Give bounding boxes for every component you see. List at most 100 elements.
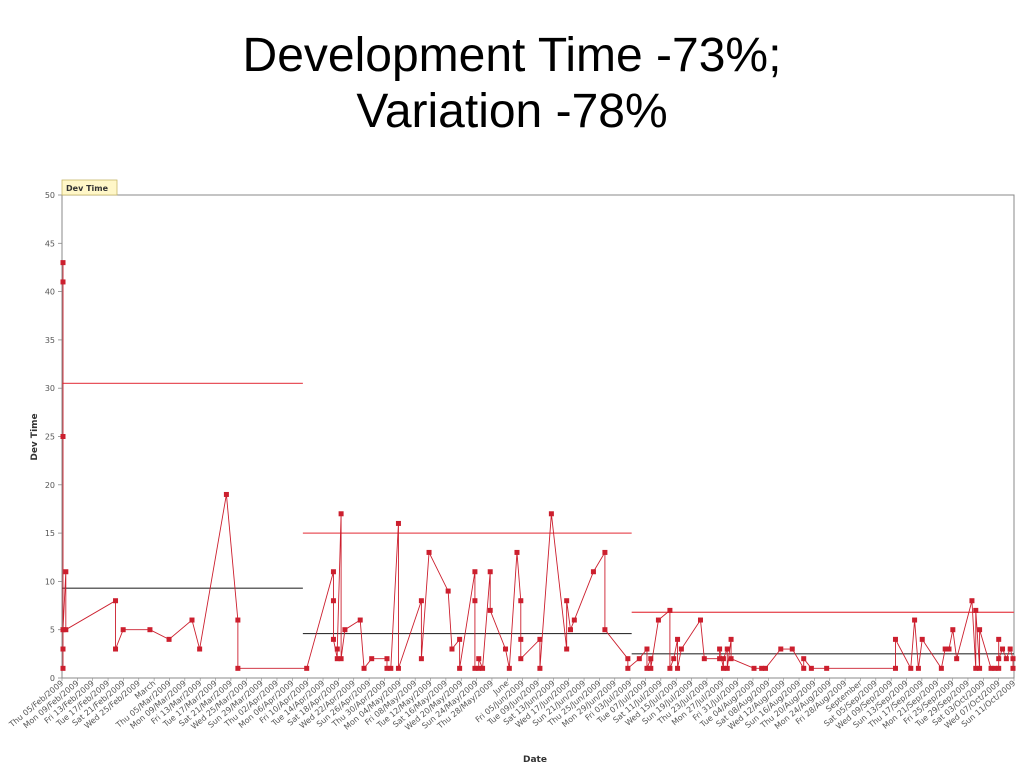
data-point xyxy=(334,646,340,652)
data-point xyxy=(1007,646,1013,652)
data-point xyxy=(801,665,807,671)
y-tick-label: 5 xyxy=(50,626,55,635)
data-point xyxy=(602,549,608,555)
data-point xyxy=(334,656,340,662)
data-point xyxy=(338,511,344,517)
data-point xyxy=(824,665,830,671)
data-point xyxy=(808,665,814,671)
data-point xyxy=(667,607,673,613)
series-dev-time xyxy=(60,260,1016,671)
data-point xyxy=(625,665,631,671)
data-point xyxy=(418,656,424,662)
data-point xyxy=(60,627,66,633)
data-point xyxy=(503,646,509,652)
data-point xyxy=(992,665,998,671)
data-point xyxy=(655,617,661,623)
data-point xyxy=(759,665,765,671)
data-point xyxy=(919,636,925,642)
control-limit-lines xyxy=(62,382,1014,655)
data-point xyxy=(908,665,914,671)
data-point xyxy=(1003,656,1009,662)
data-point xyxy=(60,279,66,285)
data-point xyxy=(60,665,66,671)
data-point xyxy=(506,665,512,671)
data-point xyxy=(636,656,642,662)
data-point xyxy=(113,646,119,652)
data-point xyxy=(671,656,677,662)
y-tick-label: 25 xyxy=(45,433,55,442)
data-point xyxy=(667,665,673,671)
data-point xyxy=(63,627,69,633)
data-point xyxy=(476,665,482,671)
data-point xyxy=(426,549,432,555)
data-point xyxy=(457,636,463,642)
data-point xyxy=(472,569,478,575)
data-point xyxy=(915,665,921,671)
data-point xyxy=(120,627,126,633)
data-point xyxy=(537,636,543,642)
data-point xyxy=(946,646,952,652)
y-tick-label: 10 xyxy=(45,577,55,586)
data-point xyxy=(147,627,153,633)
data-point xyxy=(648,665,654,671)
data-point xyxy=(977,627,983,633)
plot-area-frame xyxy=(61,194,1015,679)
data-point xyxy=(973,607,979,613)
data-point xyxy=(113,598,119,604)
data-point xyxy=(678,646,684,652)
data-point xyxy=(762,665,768,671)
y-tick-label: 40 xyxy=(45,288,55,297)
data-point xyxy=(548,511,554,517)
data-point xyxy=(977,665,983,671)
data-point xyxy=(472,598,478,604)
data-point xyxy=(789,646,795,652)
y-axis-label: Dev Time xyxy=(30,413,40,460)
data-point xyxy=(166,636,172,642)
data-point xyxy=(675,636,681,642)
data-point xyxy=(701,656,707,662)
data-point xyxy=(602,627,608,633)
data-point xyxy=(457,665,463,671)
y-tick-label: 50 xyxy=(45,191,55,200)
data-point xyxy=(571,617,577,623)
data-point xyxy=(330,569,336,575)
y-tick-label: 15 xyxy=(45,529,55,538)
data-point xyxy=(361,665,367,671)
legend-box xyxy=(61,179,118,196)
data-point xyxy=(518,656,524,662)
data-point xyxy=(342,627,348,633)
legend-label: Dev Time xyxy=(66,184,109,193)
data-point xyxy=(728,636,734,642)
data-point xyxy=(728,656,734,662)
data-point xyxy=(675,665,681,671)
data-point xyxy=(330,636,336,642)
data-point xyxy=(304,665,310,671)
y-tick-label: 35 xyxy=(45,336,55,345)
data-point xyxy=(384,656,390,662)
data-point xyxy=(720,665,726,671)
data-point xyxy=(1010,656,1016,662)
data-point xyxy=(720,656,726,662)
data-point xyxy=(476,656,482,662)
data-point xyxy=(892,665,898,671)
slide-title: Development Time -73%; Variation -78% xyxy=(0,28,1024,140)
data-point xyxy=(625,656,631,662)
data-point xyxy=(567,627,573,633)
data-point xyxy=(487,607,493,613)
data-point xyxy=(60,434,66,439)
data-point xyxy=(235,617,241,623)
data-point xyxy=(969,598,975,604)
data-point xyxy=(996,656,1002,662)
data-point xyxy=(717,656,723,662)
data-point xyxy=(564,646,570,652)
data-point xyxy=(644,665,650,671)
data-point xyxy=(472,665,478,671)
data-point xyxy=(1010,665,1016,671)
data-point xyxy=(395,665,401,671)
data-point xyxy=(445,588,451,594)
y-tick-label: 45 xyxy=(45,239,55,248)
data-point xyxy=(330,598,336,604)
data-point xyxy=(892,636,898,642)
